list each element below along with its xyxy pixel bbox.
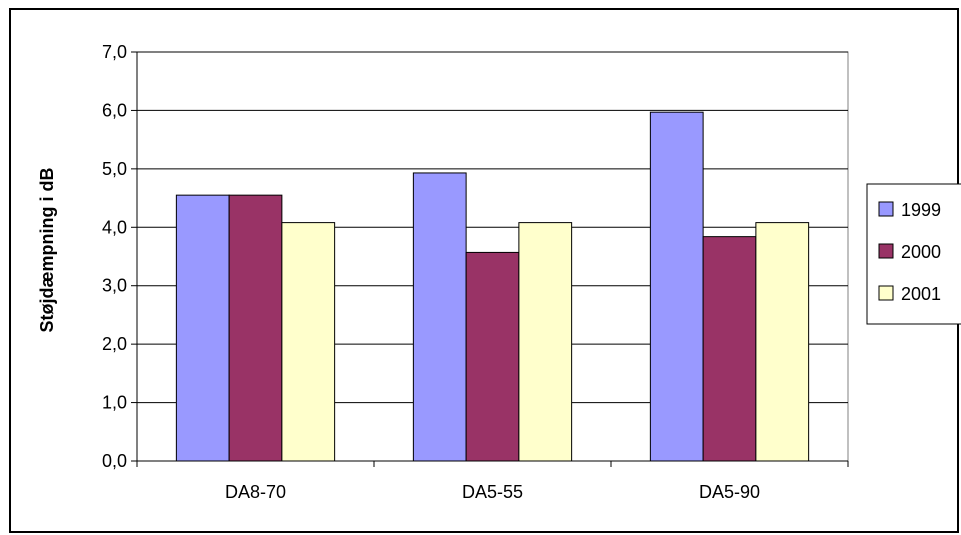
bar: [518, 222, 573, 462]
bar: [412, 172, 467, 462]
y-tick-label: 1,0: [102, 393, 127, 413]
legend-label: 2000: [901, 242, 941, 262]
y-tick-label: 4,0: [102, 217, 127, 237]
y-tick-label: 0,0: [102, 451, 127, 471]
x-tick-label: DA5-55: [462, 482, 523, 502]
y-tick-label: 7,0: [102, 42, 127, 62]
x-tick-label: DA5-90: [699, 482, 760, 502]
legend-label: 1999: [901, 200, 941, 220]
y-tick-label: 6,0: [102, 100, 127, 120]
y-tick-label: 2,0: [102, 334, 127, 354]
y-tick-label: 5,0: [102, 159, 127, 179]
bar: [702, 236, 757, 462]
bar: [755, 222, 810, 462]
y-tick-label: 3,0: [102, 276, 127, 296]
bar: [228, 194, 283, 462]
legend-swatch: [878, 243, 894, 259]
bar: [281, 222, 336, 462]
legend-swatch: [878, 285, 894, 301]
y-axis-title: Støjdæmpning i dB: [37, 168, 57, 333]
legend-label: 2001: [901, 284, 941, 304]
legend-swatch: [878, 201, 894, 217]
x-tick-label: DA8-70: [225, 482, 286, 502]
bar: [465, 251, 520, 462]
bar: [649, 111, 704, 462]
bar: [175, 194, 230, 462]
